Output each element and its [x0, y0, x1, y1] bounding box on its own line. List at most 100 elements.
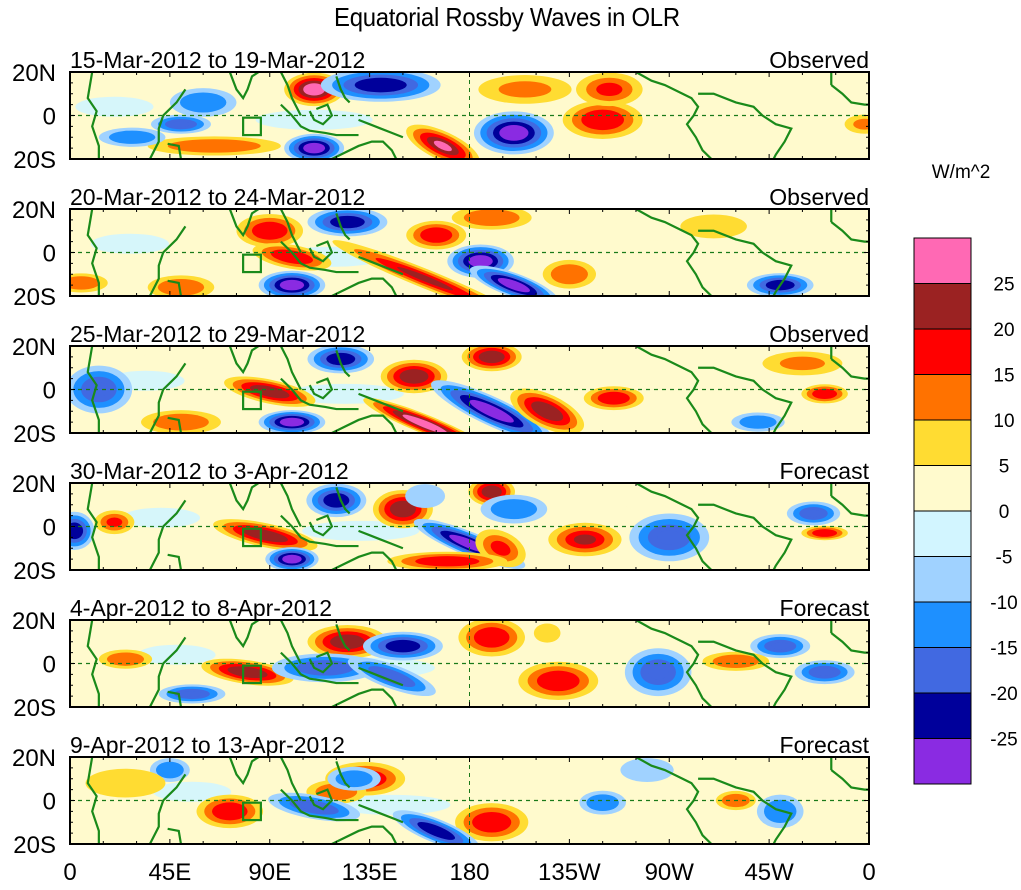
anomaly-contour [405, 372, 423, 381]
y-tick-label: 0 [43, 104, 56, 131]
panel-status-label: Observed [769, 47, 869, 73]
anomaly-contour [817, 530, 832, 536]
chart-title: Equatorial Rossby Waves in OLR [334, 2, 680, 32]
y-tick-label: 20S [13, 832, 56, 859]
panel-5-field [70, 620, 869, 707]
y-tick-label: 20N [12, 745, 56, 772]
background-band [172, 623, 270, 644]
colorbar-segment [913, 647, 972, 694]
anomaly-contour [479, 404, 505, 418]
anomaly-contour [332, 355, 349, 363]
x-tick-label: 90W [645, 859, 695, 886]
anomaly-contour [480, 816, 503, 829]
coastline [280, 514, 359, 548]
anomaly-contour [285, 419, 299, 425]
coastline [698, 92, 793, 159]
panel-period-label: 30-Mar-2012 to 3-Apr-2012 [70, 458, 349, 484]
coastline [358, 529, 404, 550]
y-tick-label: 20S [13, 284, 56, 311]
panel-1-field [70, 72, 869, 159]
coastline [698, 503, 793, 570]
coastline [358, 118, 404, 139]
coastline [635, 483, 713, 570]
anomaly-contour [397, 266, 454, 291]
panel-status-label: Observed [769, 321, 869, 347]
coastline [635, 346, 713, 433]
coastline [86, 209, 100, 296]
coastline [335, 212, 351, 241]
coastline [280, 788, 359, 822]
anomaly-contour [307, 145, 321, 152]
background-band [187, 760, 286, 781]
coastline [228, 346, 261, 375]
coastline [308, 103, 334, 126]
anomaly-contour [171, 121, 191, 128]
coastlines [86, 209, 869, 296]
colorbar-segment [913, 465, 972, 512]
coastlines [86, 72, 869, 159]
index-region-box [242, 527, 262, 548]
y-tick-label: 0 [43, 515, 56, 542]
colorbar-tick-label: 15 [993, 366, 1014, 387]
coastline [308, 240, 334, 263]
colorbar-segment [913, 283, 972, 330]
anomaly-contour [473, 257, 488, 265]
y-tick-label: 20N [12, 471, 56, 498]
coastline [335, 349, 351, 378]
anomaly-contour [771, 642, 790, 650]
panel-2-field [70, 209, 869, 296]
coastline [86, 72, 100, 159]
x-tick-label: 45E [149, 859, 192, 886]
x-tick-label: 90E [248, 859, 291, 886]
anomaly-contour [593, 797, 612, 808]
anomaly-contour [427, 230, 446, 240]
anomaly-contour [106, 517, 123, 527]
coastline [329, 688, 398, 707]
coastline [335, 760, 351, 789]
anomaly-contour [412, 418, 438, 430]
panel-period-label: 9-Apr-2012 to 13-Apr-2012 [70, 732, 345, 758]
anomaly-contour [395, 504, 411, 514]
coastlines [86, 483, 869, 570]
panel-status-label: Forecast [780, 732, 870, 758]
coastline [167, 690, 183, 707]
anomaly-contour [546, 675, 571, 687]
index-region-box [242, 116, 262, 137]
x-tick-label: 0 [63, 859, 76, 886]
anomaly-contour [596, 82, 623, 96]
x-tick-label: 0 [862, 859, 875, 886]
y-tick-label: 0 [43, 652, 56, 679]
background-band [75, 96, 154, 117]
background-band [153, 781, 232, 802]
anomaly-contour [219, 806, 240, 817]
coastline [308, 514, 334, 537]
colorbar-segment [913, 692, 972, 739]
colorbar-segment [913, 601, 972, 648]
anomaly-contour [481, 631, 502, 644]
coastline [279, 346, 302, 390]
anomaly-contour [236, 668, 259, 676]
coastline [86, 757, 100, 844]
background-band [548, 825, 724, 844]
background-band [109, 75, 208, 96]
coastline [167, 279, 183, 296]
coastline [279, 209, 302, 253]
index-region-box [242, 801, 262, 822]
coastline [148, 225, 187, 296]
colorbar-segment [913, 328, 972, 375]
anomaly-contour [498, 81, 552, 98]
panel-period-label: 20-Mar-2012 to 24-Mar-2012 [70, 184, 365, 210]
coastline [358, 392, 404, 413]
coastline [279, 483, 302, 527]
anomaly-contour [162, 765, 178, 775]
anomaly-contour [167, 282, 195, 293]
anomaly-contour [505, 128, 523, 138]
anomaly-contour [490, 540, 511, 556]
coastline [358, 666, 404, 687]
background-band [121, 507, 201, 528]
y-tick-label: 20S [13, 421, 56, 448]
panel-period-label: 25-Mar-2012 to 29-Mar-2012 [70, 321, 365, 347]
anomaly-contour [504, 281, 523, 290]
coastline [167, 416, 183, 433]
background-band [333, 794, 451, 815]
